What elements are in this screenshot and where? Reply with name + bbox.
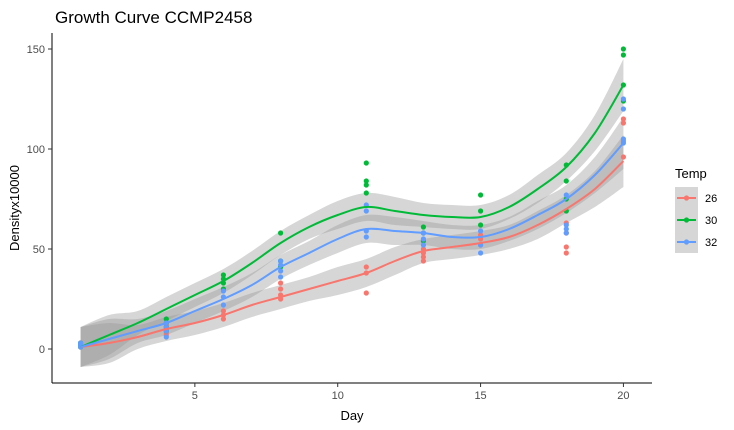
data-point-30 [363, 160, 369, 166]
x-tick-label: 10 [332, 390, 344, 402]
data-point-32 [278, 258, 284, 264]
axes: 5 10 15 20 0 50 100 150 [27, 33, 652, 402]
data-point-26 [620, 154, 627, 160]
data-point-26 [220, 316, 226, 322]
x-tick-label: 20 [617, 390, 629, 402]
legend-label-32: 32 [705, 237, 717, 249]
legend: Temp 26 30 32 [675, 166, 717, 253]
data-point-26 [278, 286, 284, 292]
legend-label-30: 30 [705, 215, 717, 227]
data-point-26 [363, 264, 369, 270]
data-point-26 [563, 250, 569, 256]
data-point-30 [620, 46, 627, 52]
y-tick-label: 50 [33, 244, 45, 256]
data-point-32 [563, 222, 569, 228]
y-tick-label: 0 [39, 344, 45, 356]
data-point-26 [420, 258, 426, 264]
x-axis-title: Day [340, 408, 364, 423]
y-tick-label: 100 [27, 144, 45, 156]
fit-line-26 [80, 160, 625, 348]
legend-title: Temp [675, 166, 707, 181]
data-point-32 [563, 230, 569, 236]
data-point-26 [420, 254, 426, 260]
data-point-32 [420, 236, 426, 242]
legend-key-point-32 [683, 239, 690, 245]
data-point-30 [420, 224, 426, 230]
plot-panel [78, 46, 627, 367]
data-point-32 [620, 136, 627, 142]
data-point-26 [620, 116, 627, 122]
confidence-band-32 [80, 117, 624, 367]
data-point-32 [78, 340, 84, 346]
data-point-32 [363, 208, 369, 214]
legend-label-26: 26 [705, 193, 717, 205]
chart-title: Growth Curve CCMP2458 [55, 8, 252, 27]
data-point-26 [220, 308, 226, 314]
data-point-32 [220, 302, 226, 308]
data-point-30 [563, 178, 569, 184]
data-point-32 [478, 250, 484, 256]
data-point-32 [620, 106, 627, 112]
data-point-30 [478, 208, 484, 214]
data-point-26 [278, 280, 284, 286]
data-point-32 [278, 268, 284, 274]
data-point-30 [363, 182, 369, 188]
data-point-32 [563, 192, 569, 198]
data-point-32 [478, 228, 484, 234]
legend-key-point-30 [683, 217, 690, 223]
x-tick-label: 15 [474, 390, 486, 402]
y-axis-title: Densityx10000 [7, 165, 22, 251]
data-point-30 [363, 190, 369, 196]
data-point-30 [478, 192, 484, 198]
data-point-32 [620, 96, 627, 102]
data-point-32 [563, 226, 569, 232]
fit-line-30 [80, 84, 625, 348]
data-point-32 [420, 242, 426, 248]
data-point-32 [220, 288, 226, 294]
data-point-30 [620, 52, 627, 58]
data-point-32 [163, 334, 169, 340]
data-point-26 [620, 120, 627, 126]
data-point-30 [278, 230, 284, 236]
data-point-30 [363, 178, 369, 184]
confidence-band-30 [80, 59, 624, 367]
data-point-32 [278, 274, 284, 280]
data-point-26 [363, 290, 369, 296]
fit-line-32 [80, 142, 625, 348]
data-point-30 [163, 316, 169, 322]
legend-key-point-26 [683, 195, 690, 201]
x-tick-label: 5 [192, 390, 198, 402]
y-tick-label: 150 [27, 44, 45, 56]
data-point-30 [478, 222, 484, 228]
data-point-26 [563, 244, 569, 250]
data-point-30 [220, 272, 226, 278]
confidence-band-26 [80, 135, 624, 367]
data-point-32 [363, 234, 369, 240]
